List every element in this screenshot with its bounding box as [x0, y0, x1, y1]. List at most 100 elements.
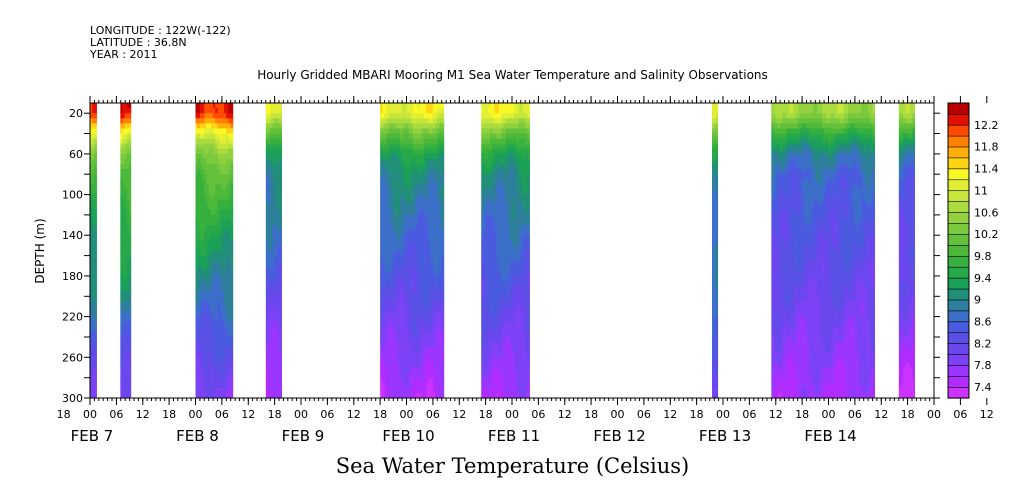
temperature-cell — [199, 321, 203, 328]
temperature-cell — [509, 392, 513, 399]
temperature-cell — [276, 214, 280, 221]
temperature-cell — [399, 342, 403, 348]
temperature-cell — [197, 194, 201, 200]
temperature-cell — [122, 275, 126, 282]
temperature-cell — [441, 108, 445, 114]
temperature-cell — [490, 184, 493, 190]
temperature-cell — [122, 316, 126, 323]
temperature-cell — [441, 118, 445, 124]
temperature-cell — [413, 118, 416, 124]
temperature-cell — [202, 255, 205, 262]
temperature-cell — [395, 377, 399, 384]
temperature-cell — [507, 301, 511, 307]
temperature-cell — [714, 326, 717, 333]
temperature-cell — [525, 138, 528, 145]
temperature-cell — [507, 281, 511, 287]
temperature-cell — [268, 143, 271, 150]
temperature-cell — [208, 362, 212, 368]
temperature-cell — [496, 225, 500, 231]
temperature-cell — [516, 301, 519, 307]
temperature-cell — [215, 148, 218, 155]
temperature-cell — [421, 225, 425, 231]
temperature-cell — [410, 128, 414, 134]
temperature-cell — [498, 392, 502, 399]
temperature-cell — [527, 143, 530, 150]
temperature-cell — [208, 219, 212, 226]
temperature-cell — [384, 148, 388, 155]
temperature-cell — [408, 235, 412, 241]
temperature-cell — [408, 179, 412, 185]
temperature-cell — [527, 164, 530, 170]
temperature-cell — [206, 169, 210, 175]
temperature-cell — [399, 230, 403, 236]
temperature-cell — [217, 204, 221, 211]
temperature-cell — [424, 316, 427, 323]
temperature-cell — [514, 357, 517, 363]
temperature-cell — [501, 230, 504, 236]
temperature-cell — [380, 118, 383, 124]
temperature-cell — [520, 342, 524, 348]
temperature-cell — [199, 342, 203, 348]
temperature-cell — [90, 301, 93, 307]
temperature-cell — [272, 316, 275, 323]
temperature-cell — [527, 367, 530, 373]
temperature-cell — [281, 108, 283, 114]
temperature-cell — [410, 321, 414, 328]
temperature-cell — [94, 113, 97, 119]
temperature-cell — [210, 118, 214, 124]
temperature-cell — [439, 235, 443, 241]
temperature-cell — [276, 194, 280, 200]
temperature-cell — [90, 209, 93, 216]
temperature-cell — [195, 321, 199, 328]
temperature-cell — [503, 336, 506, 343]
temperature-cell — [213, 296, 216, 302]
temperature-cell — [498, 347, 502, 353]
temperature-cell — [514, 179, 517, 185]
temperature-cell — [520, 377, 524, 384]
temperature-cell — [520, 291, 524, 297]
temperature-cell — [441, 225, 445, 231]
temperature-cell — [228, 260, 232, 267]
temperature-cell — [226, 336, 229, 343]
temperature-cell — [217, 225, 221, 231]
temperature-cell — [712, 352, 715, 358]
temperature-cell — [505, 153, 508, 160]
temperature-cell — [384, 184, 388, 190]
temperature-cell — [391, 128, 394, 134]
temperature-cell — [399, 291, 403, 297]
temperature-cell — [388, 392, 392, 399]
temperature-cell — [92, 225, 95, 231]
temperature-cell — [437, 255, 440, 262]
temperature-cell — [435, 118, 438, 124]
temperature-cell — [527, 275, 530, 282]
temperature-cell — [126, 164, 130, 170]
temperature-cell — [485, 133, 489, 139]
temperature-cell — [219, 367, 223, 373]
temperature-cell — [485, 387, 489, 394]
temperature-cell — [120, 189, 123, 195]
temperature-cell — [226, 113, 229, 119]
temperature-cell — [272, 209, 275, 216]
temperature-cell — [406, 184, 410, 190]
temperature-cell — [402, 286, 405, 292]
temperature-cell — [714, 352, 717, 358]
temperature-cell — [492, 281, 495, 287]
temperature-cell — [272, 321, 275, 328]
temperature-cell — [386, 158, 390, 165]
temperature-cell — [490, 286, 493, 292]
temperature-cell — [483, 240, 486, 246]
temperature-cell — [272, 275, 275, 282]
temperature-cell — [516, 275, 519, 282]
temperature-cell — [202, 158, 205, 165]
temperature-cell — [505, 103, 508, 109]
temperature-cell — [391, 189, 394, 195]
temperature-cell — [419, 296, 423, 302]
temperature-cell — [219, 184, 223, 190]
temperature-cell — [430, 321, 434, 328]
temperature-cell — [92, 265, 95, 272]
temperature-cell — [439, 250, 443, 256]
temperature-cell — [124, 291, 128, 297]
temperature-cell — [120, 103, 123, 109]
temperature-cell — [122, 306, 126, 312]
temperature-cell — [399, 301, 403, 307]
